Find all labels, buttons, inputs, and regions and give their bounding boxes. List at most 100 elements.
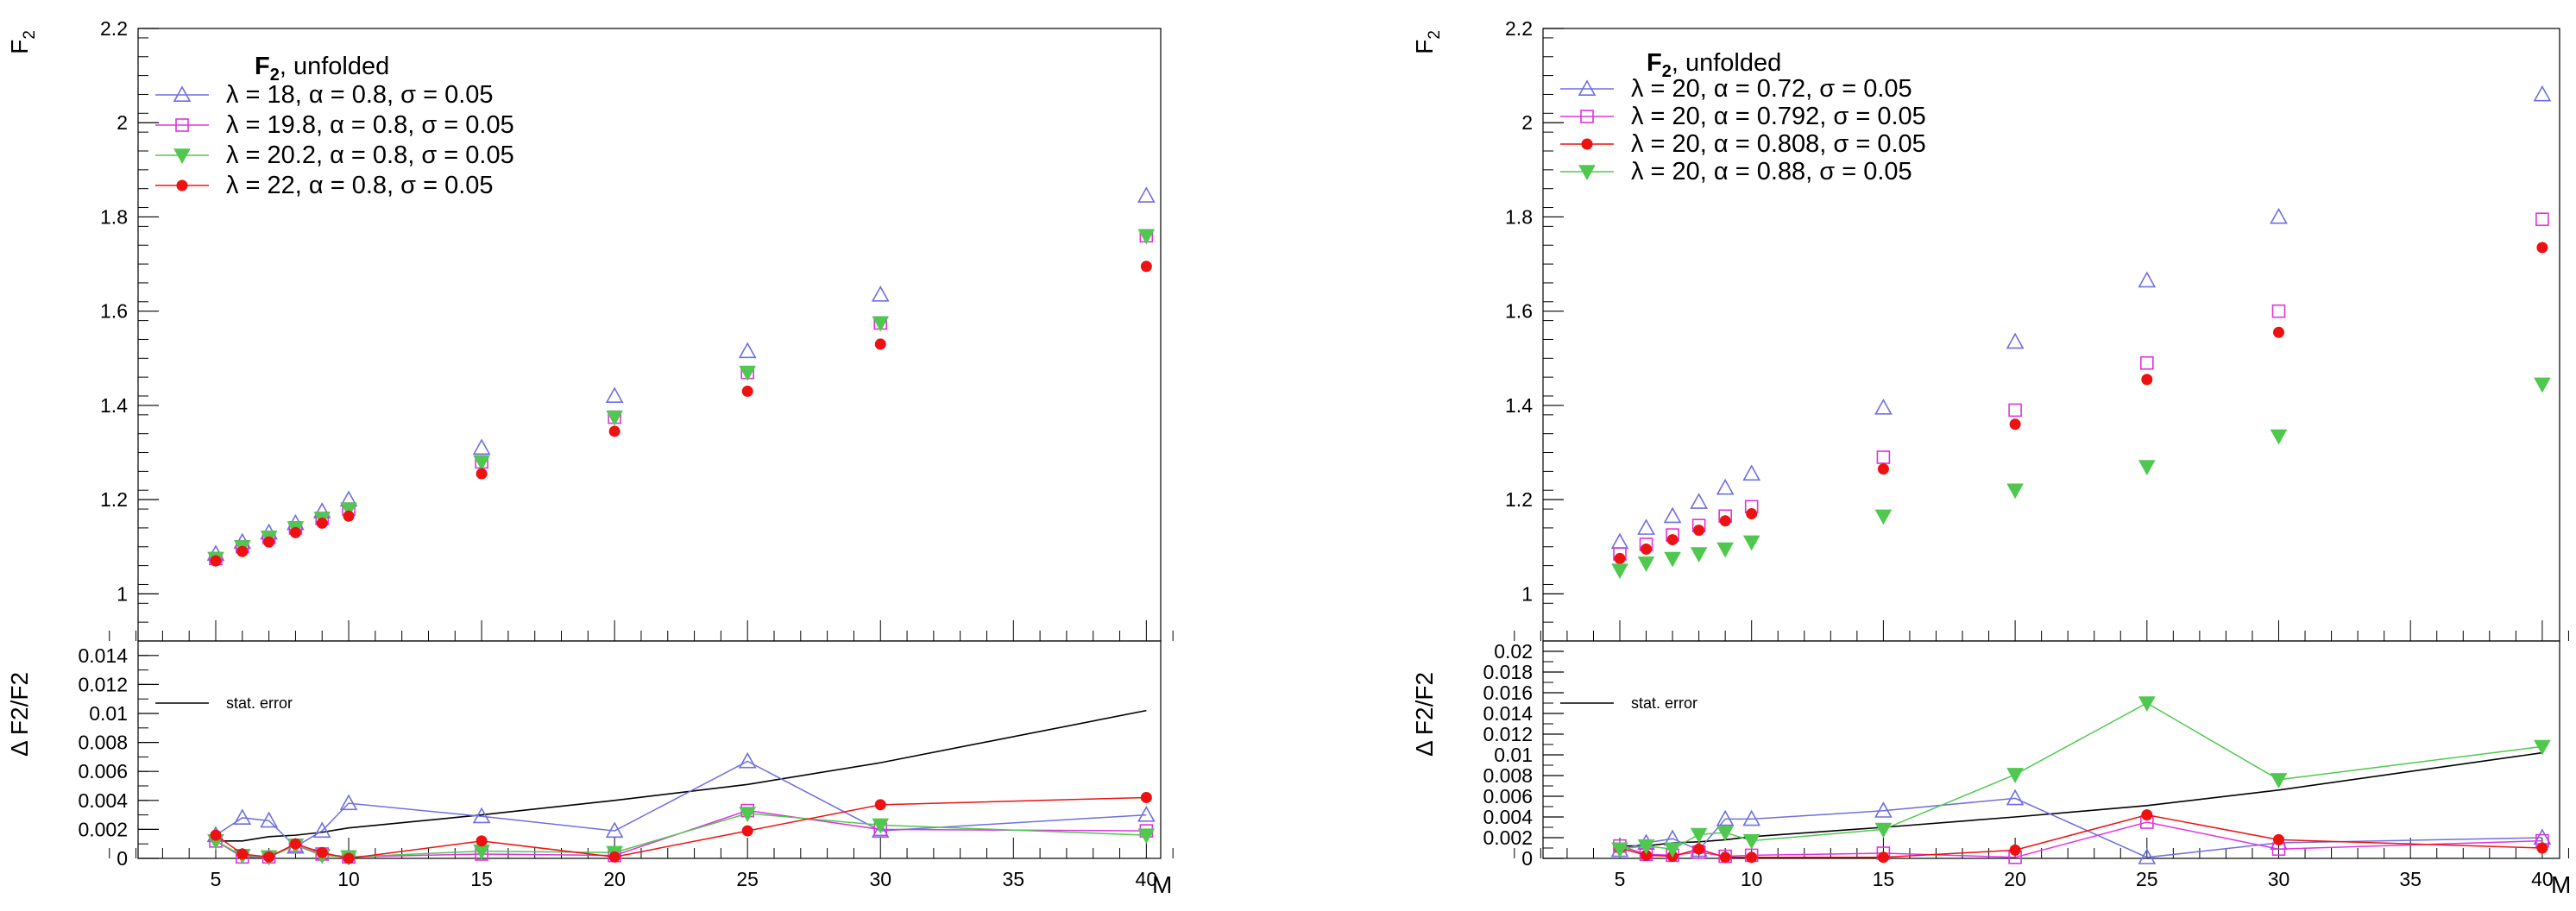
- legend-marker: [176, 179, 188, 192]
- legend-marker: [1581, 138, 1593, 150]
- series-3: [210, 261, 1152, 567]
- data-point: [289, 526, 301, 538]
- data-point: [1637, 556, 1655, 572]
- data-point: [2006, 332, 2025, 349]
- x-tick-label: 30: [2268, 868, 2290, 890]
- y-tick-label: 0.014: [78, 644, 128, 667]
- data-point: [472, 438, 491, 456]
- data-point: [316, 846, 328, 858]
- data-point: [874, 799, 886, 811]
- data-point: [739, 807, 757, 822]
- data-point: [2006, 788, 2025, 806]
- data-point: [1742, 535, 1760, 551]
- data-point: [2273, 326, 2284, 338]
- x-tick-label: 30: [869, 868, 891, 890]
- data-point: [289, 838, 301, 850]
- series-line: [215, 760, 1147, 848]
- data-point: [1693, 843, 1705, 855]
- data-point: [1611, 842, 1628, 858]
- data-point: [1664, 842, 1681, 858]
- x-tick-label: 40: [2531, 868, 2554, 890]
- data-point: [1641, 543, 1653, 555]
- x-tick-label: 15: [470, 868, 493, 890]
- x-tick-label: 20: [2004, 868, 2026, 890]
- data-point: [2009, 844, 2021, 856]
- y-tick-label: 0.002: [1483, 826, 1533, 849]
- data-point: [1716, 542, 1735, 558]
- data-point: [1693, 525, 1705, 537]
- data-point: [1610, 532, 1629, 550]
- data-point: [2536, 242, 2548, 254]
- data-point: [1876, 450, 1891, 464]
- data-point: [871, 285, 890, 302]
- y-axis-title-sub: 2: [1426, 30, 1444, 40]
- data-point: [476, 835, 488, 847]
- data-point: [2008, 403, 2022, 418]
- data-point: [2138, 848, 2157, 864]
- data-point: [741, 386, 753, 398]
- y-tick-label: 0.004: [78, 789, 128, 812]
- y-axis-title-sub: 2: [21, 30, 39, 40]
- data-point: [1690, 827, 1708, 844]
- data-point: [1137, 828, 1156, 845]
- legend-entry: λ = 19.8, α = 0.8, σ = 0.05: [226, 111, 514, 139]
- y-tick-label: 0: [117, 847, 128, 870]
- y-tick-label: 0.01: [89, 702, 128, 725]
- x-tick-label: 40: [1136, 868, 1158, 890]
- data-point: [316, 517, 328, 529]
- data-point: [2273, 833, 2284, 845]
- data-point: [233, 808, 252, 825]
- data-point: [2006, 768, 2024, 783]
- legend-marker: [1578, 79, 1597, 96]
- data-point: [608, 851, 620, 863]
- y-tick-label: 2: [1521, 111, 1533, 134]
- y-tick-label: 1.8: [1505, 205, 1533, 228]
- legend-entry: λ = 20, α = 0.792, σ = 0.05: [1631, 103, 1926, 130]
- data-point: [210, 555, 222, 567]
- legend-title-sub: 2: [1662, 62, 1672, 81]
- data-point: [605, 821, 624, 839]
- x-tick-label: 25: [736, 868, 759, 890]
- legend-title: F2, unfolded: [1647, 49, 1781, 81]
- series-2: [1614, 809, 2548, 864]
- legend-title-bold: F: [1647, 49, 1662, 77]
- plot-frame: [137, 640, 1162, 859]
- data-point: [1874, 509, 1893, 525]
- series-line: [1619, 797, 2542, 858]
- series-0: [206, 751, 1156, 854]
- y-axis-title-main: F: [6, 40, 33, 54]
- data-point: [343, 510, 355, 522]
- y-tick-label: 1.4: [100, 394, 128, 417]
- legend-entry: λ = 20, α = 0.72, σ = 0.05: [1631, 75, 1912, 103]
- data-point: [1719, 851, 1731, 864]
- data-point: [874, 338, 886, 350]
- data-point: [1874, 822, 1893, 839]
- y-tick-label: 1.2: [100, 488, 128, 511]
- y-tick-label: 1.8: [100, 205, 128, 228]
- y-tick-label: 0.01: [1494, 744, 1533, 766]
- y-tick-label: 0.006: [78, 760, 128, 782]
- data-point: [872, 818, 890, 834]
- data-point: [739, 365, 757, 381]
- x-axis-title: M: [1152, 871, 1172, 898]
- data-point: [1137, 229, 1156, 245]
- data-point: [1663, 506, 1682, 524]
- data-point: [2271, 304, 2286, 318]
- data-point: [2535, 212, 2549, 226]
- y-axis-title: Δ F2/F2: [1411, 672, 1438, 757]
- data-point: [1664, 551, 1681, 568]
- data-point: [1637, 518, 1655, 535]
- data-point: [1690, 493, 1708, 509]
- y-tick-label: 0.006: [1483, 785, 1533, 807]
- x-tick-label: 5: [211, 868, 222, 890]
- legend-title: F2, unfolded: [255, 53, 389, 85]
- y-tick-label: 0.012: [1483, 723, 1533, 745]
- legend-entry: λ = 18, α = 0.8, σ = 0.05: [226, 81, 494, 109]
- y-axis-title: F2: [6, 30, 39, 54]
- y-axis-title: F2: [1411, 30, 1444, 54]
- y-tick-label: 2: [117, 111, 128, 134]
- data-point: [1716, 826, 1735, 842]
- data-point: [1137, 186, 1156, 203]
